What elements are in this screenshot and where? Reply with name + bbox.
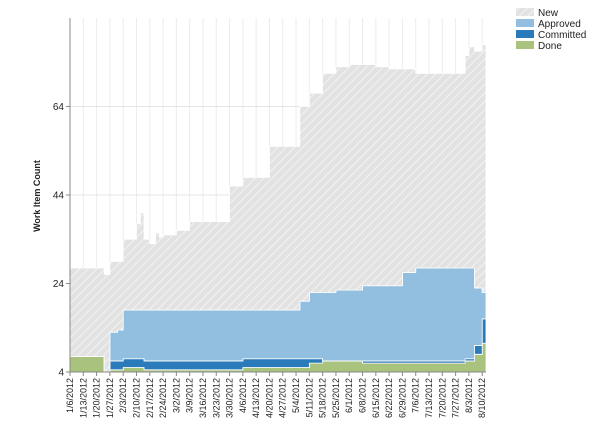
x-tick-label: 7/27/2012	[451, 378, 461, 418]
x-tick-label: 5/25/2012	[331, 378, 341, 418]
x-tick-label: 4/27/2012	[278, 378, 288, 418]
x-tick-label: 6/8/2012	[358, 378, 368, 413]
x-tick-label: 2/10/2012	[131, 378, 141, 418]
y-tick-label: 44	[53, 191, 65, 202]
x-tick-label: 7/13/2012	[424, 378, 434, 418]
x-tick-label: 2/24/2012	[158, 378, 168, 418]
x-tick-label: 6/1/2012	[344, 378, 354, 413]
x-tick-label: 7/6/2012	[411, 378, 421, 413]
x-tick-label: 1/27/2012	[105, 378, 115, 418]
x-tick-label: 3/2/2012	[171, 378, 181, 413]
x-tick-label: 6/15/2012	[371, 378, 381, 418]
x-tick-label: 3/9/2012	[185, 378, 195, 413]
legend-swatch-done	[516, 41, 534, 49]
x-tick-label: 4/20/2012	[264, 378, 274, 418]
x-tick-label: 5/4/2012	[291, 378, 301, 413]
x-tick-label: 2/17/2012	[145, 378, 155, 418]
x-tick-label: 1/20/2012	[92, 378, 102, 418]
y-tick-label: 24	[53, 279, 65, 290]
legend-swatch-new	[516, 8, 534, 16]
x-tick-label: 3/16/2012	[198, 378, 208, 418]
legend-label-new: New	[538, 8, 559, 19]
x-tick-label: 4/13/2012	[251, 378, 261, 418]
x-tick-label: 8/3/2012	[464, 378, 474, 413]
legend-label-committed: Committed	[538, 30, 586, 41]
legend-label-done: Done	[538, 41, 562, 52]
x-tick-label: 2/3/2012	[118, 378, 128, 413]
y-axis-title: Work Item Count	[32, 160, 42, 232]
y-axis-label: Work Item Count	[32, 160, 42, 232]
y-tick-label: 64	[53, 102, 65, 113]
y-tick-label: 4	[58, 368, 64, 379]
x-tick-label: 6/29/2012	[397, 378, 407, 418]
x-tick-label: 3/30/2012	[225, 378, 235, 418]
area-new	[69, 37, 487, 373]
legend-label-approved: Approved	[538, 19, 581, 30]
legend: New Approved Committed Done	[516, 8, 586, 52]
x-tick-label: 6/22/2012	[384, 378, 394, 418]
legend-swatch-approved	[516, 19, 534, 27]
x-tick-label: 1/6/2012	[65, 378, 75, 413]
axes: 4 24 44 64 1/6/2012 1/13/2012 1/20/2012 1/27/20…	[53, 18, 487, 418]
x-tick-label: 4/6/2012	[238, 378, 248, 413]
stacked-areas	[69, 37, 487, 373]
x-tick-label: 7/20/2012	[437, 378, 447, 418]
x-tick-label: 8/10/2012	[477, 378, 487, 418]
x-tick-label: 5/11/2012	[304, 378, 314, 417]
x-tick-label: 5/18/2012	[318, 378, 328, 418]
legend-swatch-committed	[516, 30, 534, 38]
x-tick-label: 3/23/2012	[211, 378, 221, 418]
x-tick-label: 1/13/2012	[78, 378, 88, 418]
